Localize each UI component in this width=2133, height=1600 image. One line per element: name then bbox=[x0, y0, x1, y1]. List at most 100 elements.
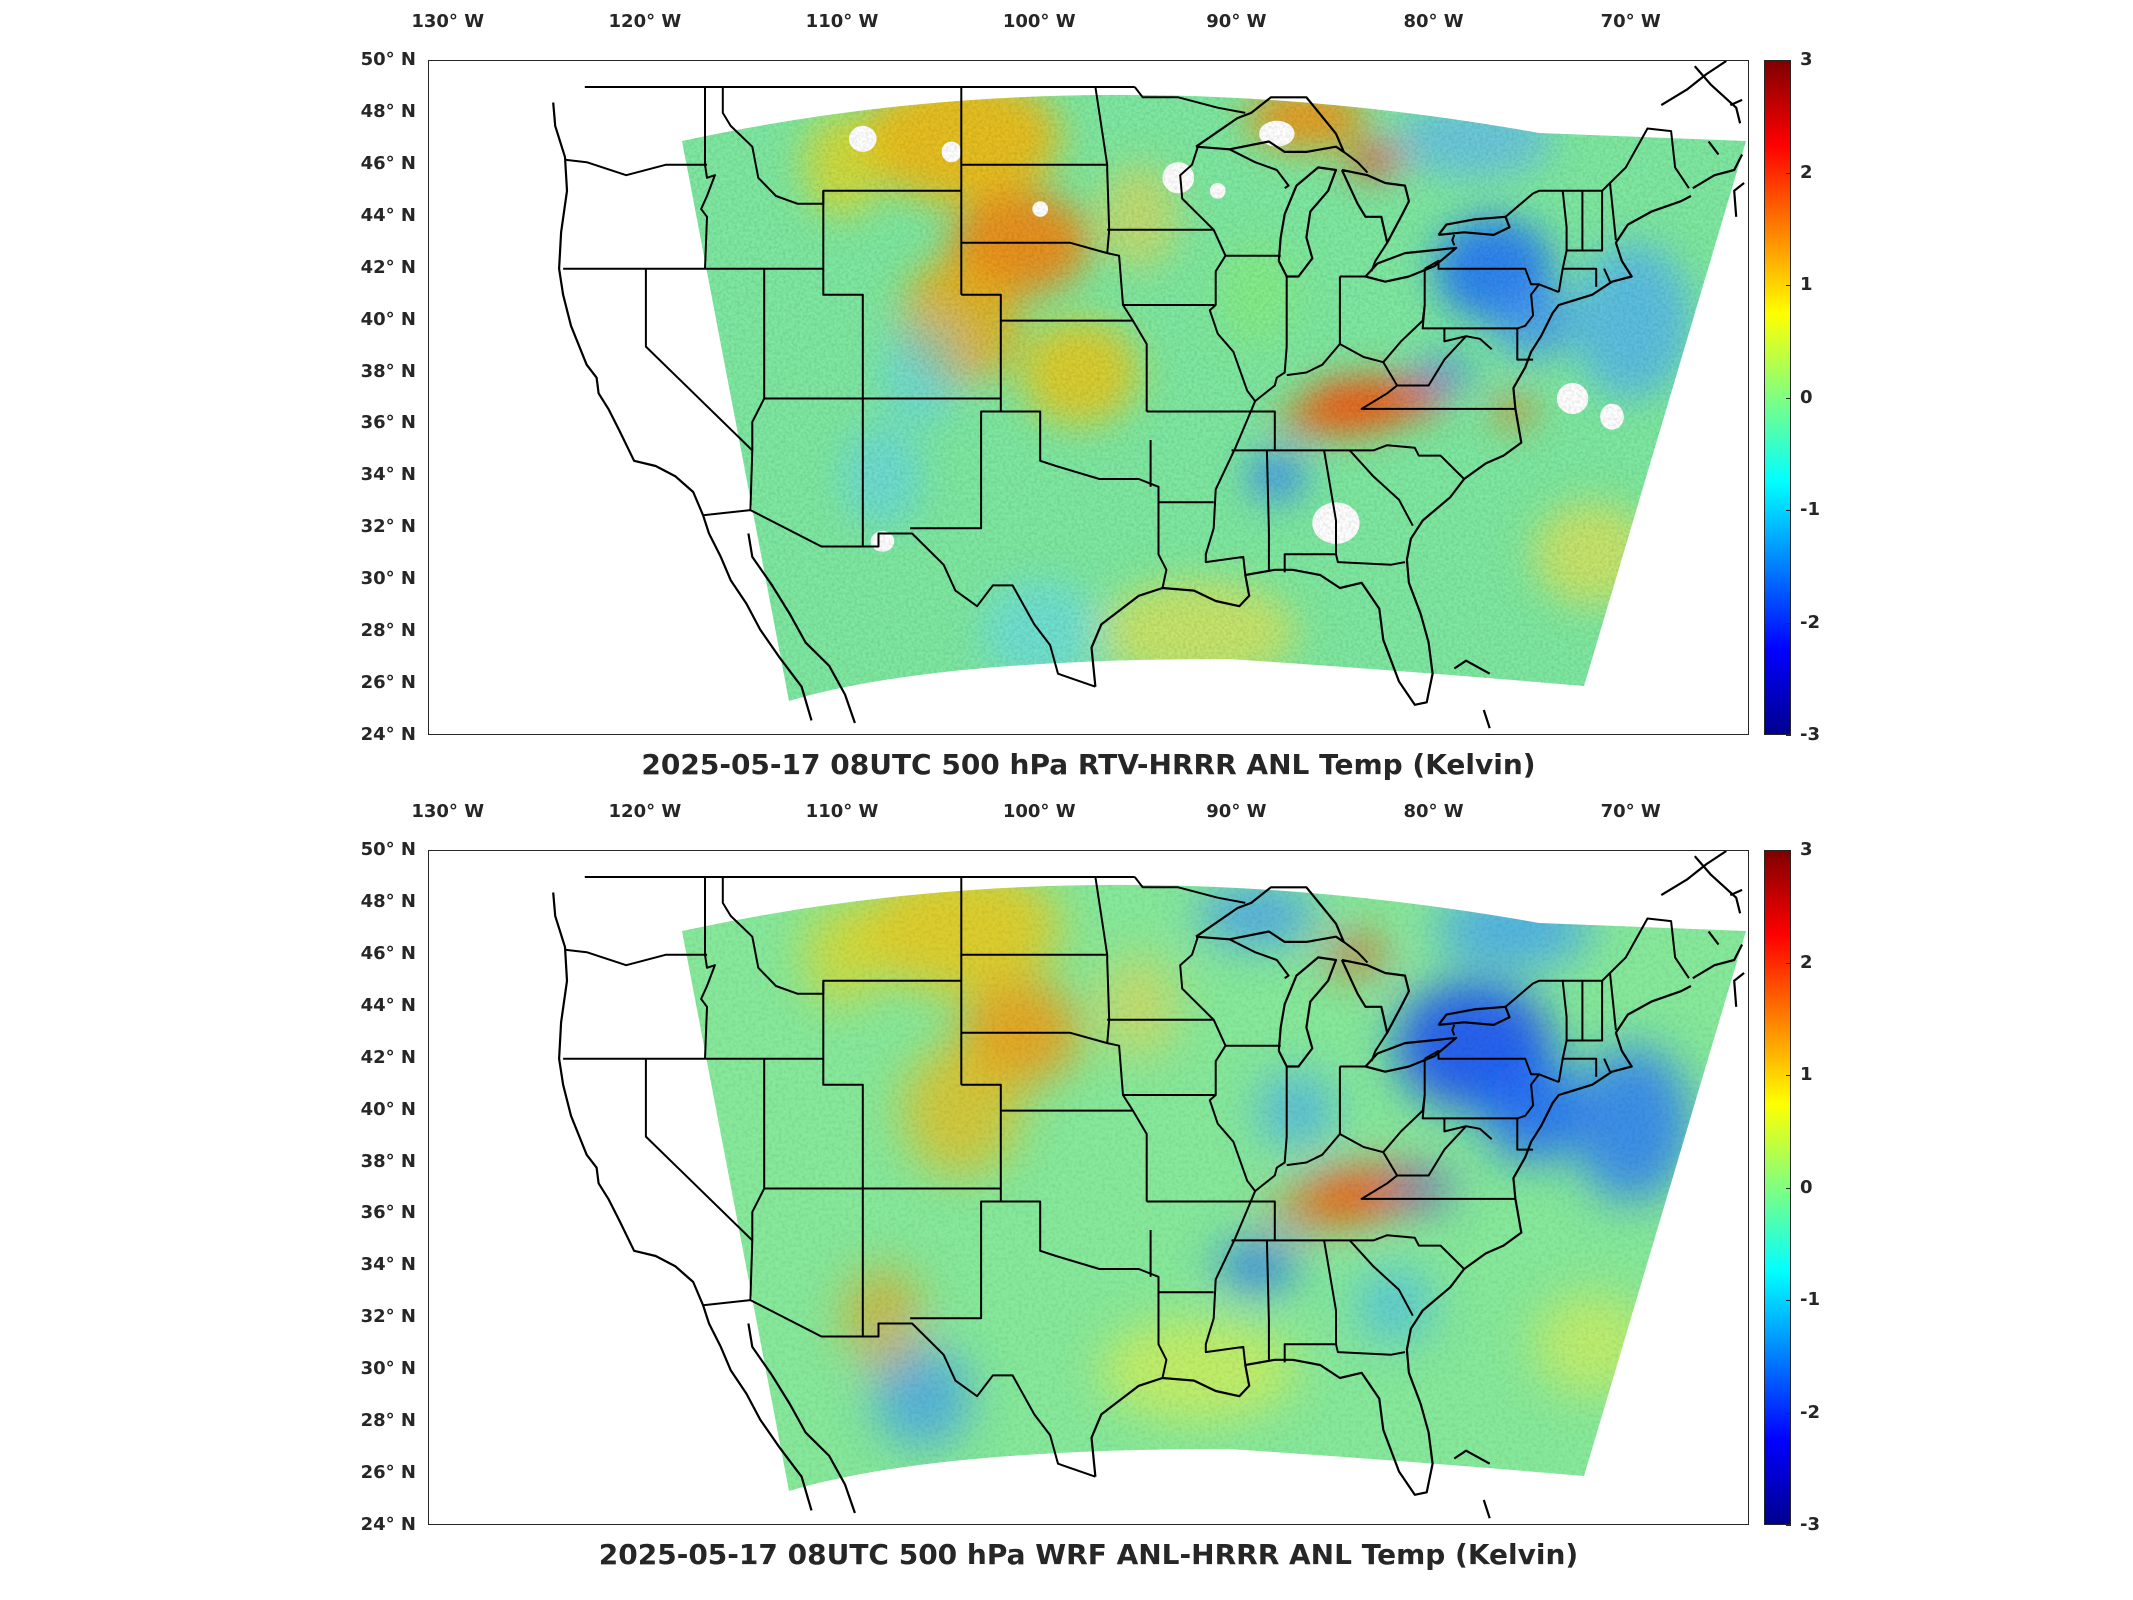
latitude-tick-label: 40° N bbox=[360, 308, 416, 330]
state-border-line bbox=[1609, 972, 1617, 1031]
panel-title: 2025-05-17 08UTC 500 hPa RTV-HRRR ANL Te… bbox=[641, 748, 1536, 781]
state-border-line bbox=[1451, 1024, 1456, 1036]
state-border-line bbox=[1603, 1058, 1611, 1073]
coastline bbox=[1733, 182, 1745, 217]
state-border-line bbox=[644, 1058, 753, 1242]
colorbar-tick-label: -1 bbox=[1800, 1289, 1820, 1310]
latitude-tick-label: 42° N bbox=[360, 1046, 416, 1068]
state-border-line bbox=[1609, 182, 1617, 241]
state-border-line bbox=[1566, 190, 1604, 252]
state-border-line bbox=[1286, 276, 1341, 377]
latitude-tick-label: 34° N bbox=[360, 464, 416, 486]
colorbar-tick-label: 1 bbox=[1800, 1064, 1813, 1085]
latitude-tick-label: 26° N bbox=[360, 672, 416, 694]
longitude-tick-label: 110° W bbox=[805, 11, 879, 32]
state-border-line bbox=[1397, 1125, 1467, 1177]
great-lake-shoreline bbox=[1437, 215, 1511, 236]
coastline bbox=[1707, 140, 1720, 156]
state-border-line bbox=[1343, 151, 1369, 174]
coastline bbox=[1729, 98, 1743, 107]
state-border-line bbox=[1562, 1057, 1598, 1077]
longitude-tick-label: 120° W bbox=[608, 11, 682, 32]
state-border-line bbox=[1286, 1066, 1341, 1167]
great-lake-shoreline bbox=[1340, 958, 1410, 1034]
map-panel-wrf: 130° W 120° W 110° W 100° W 90° W 80° W 70° W … bbox=[0, 790, 2133, 1580]
colorbar-tick-label: 0 bbox=[1800, 1176, 1813, 1198]
latitude-tick-label: 30° N bbox=[360, 568, 416, 590]
state-border-line bbox=[1335, 1344, 1406, 1356]
state-border-line bbox=[564, 948, 707, 967]
state-border-line bbox=[1566, 980, 1604, 1042]
state-border-line bbox=[1339, 1133, 1516, 1200]
state-border-line bbox=[1254, 1066, 1288, 1192]
latitude-tick-label: 50° N bbox=[360, 49, 416, 70]
coastline bbox=[1482, 709, 1491, 729]
state-border-line bbox=[700, 877, 716, 1059]
latitude-tick-label: 32° N bbox=[360, 1306, 416, 1328]
state-border-line bbox=[1274, 444, 1465, 480]
state-border-line bbox=[1179, 146, 1257, 576]
longitude-tick-label: 120° W bbox=[608, 801, 682, 822]
state-border-line bbox=[1451, 234, 1456, 246]
state-border-line bbox=[1254, 276, 1288, 402]
coastline bbox=[1090, 195, 1692, 706]
colorbar-tick-mark bbox=[1786, 172, 1791, 174]
colorbar-tick-label: -3 bbox=[1800, 724, 1820, 745]
longitude-tick-label: 110° W bbox=[805, 801, 879, 822]
colorbar-tick-label: -2 bbox=[1800, 1401, 1820, 1423]
latitude-tick-label: 34° N bbox=[360, 1254, 416, 1276]
state-border-line bbox=[822, 980, 864, 1337]
longitude-tick-label: 100° W bbox=[1002, 801, 1076, 822]
colorbar-tick-mark bbox=[1786, 622, 1791, 624]
state-border-line bbox=[1382, 304, 1426, 363]
state-border-line bbox=[1000, 410, 1168, 589]
longitude-tick-label: 90° W bbox=[1206, 11, 1267, 32]
state-border-line bbox=[1339, 343, 1516, 410]
latitude-tick-label: 48° N bbox=[360, 100, 416, 122]
state-border-line bbox=[1134, 876, 1246, 904]
longitude-tick-label: 130° W bbox=[411, 801, 485, 822]
state-border-line bbox=[1516, 283, 1540, 330]
state-border-line bbox=[961, 86, 1111, 255]
latitude-tick-label: 50° N bbox=[360, 839, 416, 860]
colorbar-tick-label: 2 bbox=[1800, 951, 1813, 973]
coastlines bbox=[552, 851, 1745, 1519]
longitude-tick-label: 80° W bbox=[1403, 11, 1464, 32]
field-texture bbox=[682, 94, 1746, 701]
coastline bbox=[747, 533, 856, 724]
state-border-line bbox=[702, 509, 1096, 688]
latitude-tick-label: 32° N bbox=[360, 516, 416, 538]
state-border-line bbox=[1106, 252, 1148, 412]
temperature-difference-map bbox=[428, 60, 1749, 735]
state-border-line bbox=[1504, 127, 1690, 218]
map-svg bbox=[552, 61, 1746, 729]
data-domain bbox=[682, 884, 1746, 1491]
state-border-line bbox=[1603, 268, 1611, 283]
colorbar-tick-mark bbox=[1786, 510, 1791, 511]
latitude-tick-label: 28° N bbox=[360, 1410, 416, 1432]
state-border-line bbox=[1397, 335, 1467, 387]
state-border-line bbox=[961, 876, 1111, 1045]
state-border-line bbox=[1229, 148, 1290, 190]
coastline bbox=[552, 102, 813, 721]
great-lake-shoreline bbox=[1277, 166, 1338, 278]
map-panel-rtv: 130° W 120° W 110° W 100° W 90° W 80° W 70° W … bbox=[0, 0, 2133, 790]
state-border-line bbox=[1516, 1073, 1540, 1120]
state-borders bbox=[563, 876, 1690, 1478]
field-texture bbox=[682, 884, 1746, 1491]
colorbar-tick-label: -2 bbox=[1800, 611, 1820, 633]
state-border-line bbox=[1231, 410, 1276, 452]
great-lake-shoreline bbox=[1277, 956, 1338, 1068]
state-border-line bbox=[1265, 450, 1270, 570]
coastline bbox=[1693, 65, 1742, 124]
longitude-tick-label: 70° W bbox=[1600, 801, 1661, 822]
temperature-difference-map bbox=[428, 850, 1749, 1525]
colorbar-tick-mark bbox=[1786, 1075, 1791, 1076]
state-border-line bbox=[822, 190, 864, 547]
great-lake-shoreline bbox=[1437, 1005, 1511, 1026]
longitude-tick-label: 90° W bbox=[1206, 801, 1267, 822]
latitude-tick-label: 36° N bbox=[360, 412, 416, 434]
state-border-line bbox=[1231, 1200, 1276, 1242]
latitude-tick-label: 42° N bbox=[360, 256, 416, 278]
colorbar-tick-mark bbox=[1786, 735, 1791, 736]
